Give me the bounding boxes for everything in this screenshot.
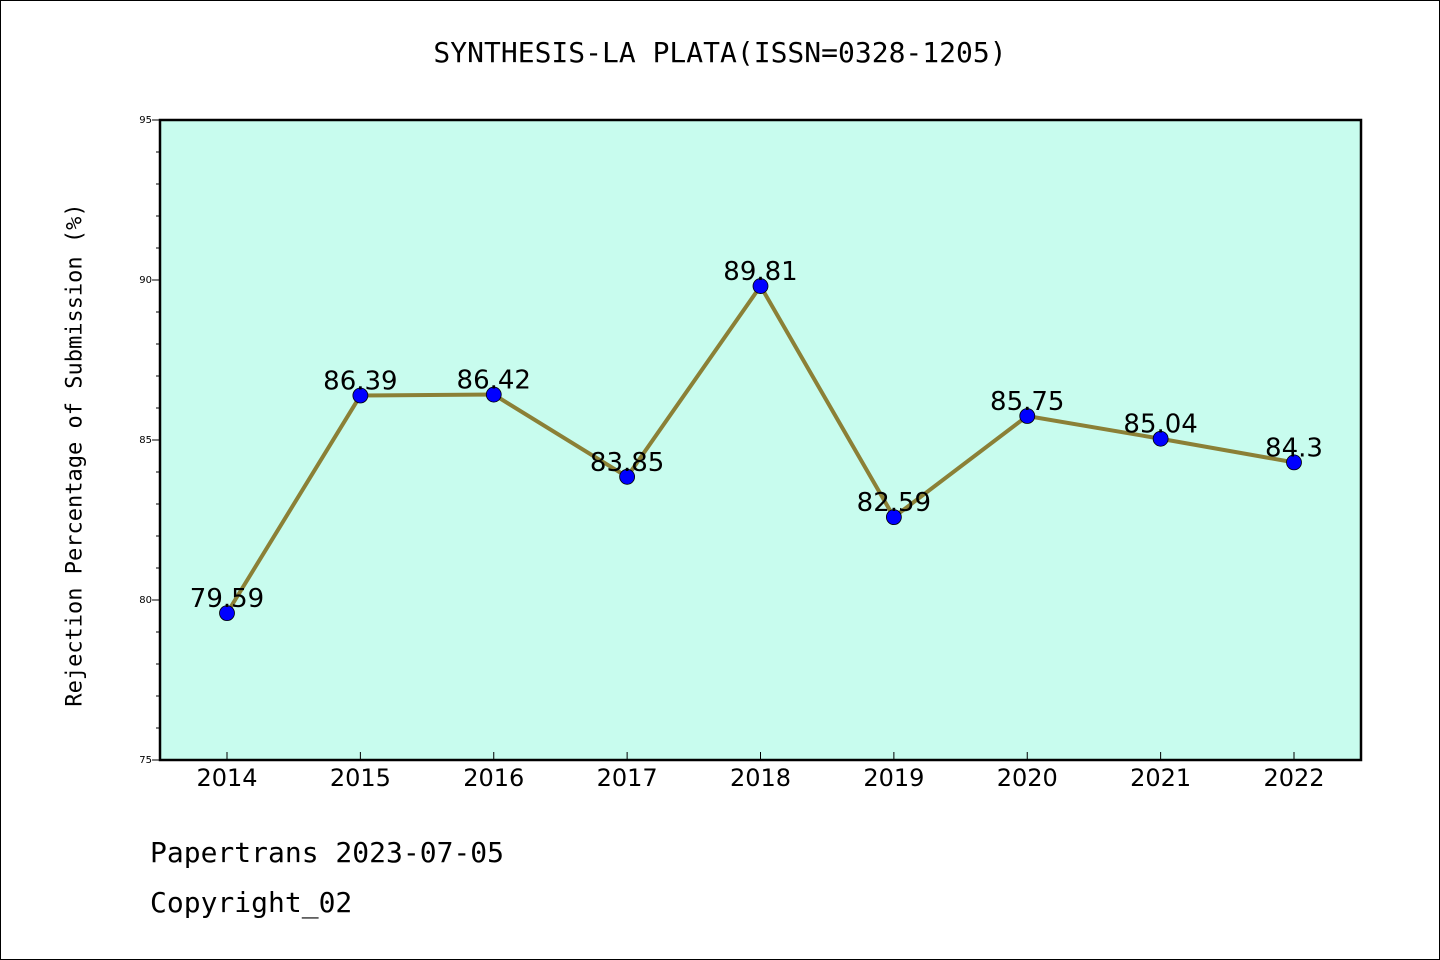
data-label: 79.59 [190,584,264,614]
data-point [1152,430,1169,447]
chart-title: SYNTHESIS-LA PLATA(ISSN=0328-1205) [433,36,1007,69]
data-point [352,387,369,404]
data-point [619,468,636,485]
y-tick-label: 95 [139,115,152,126]
data-markers [219,278,1302,622]
y-tick-label: 75 [139,755,152,766]
data-labels: 79.59 86.39 86.42 83.85 89.81 82.59 85.75 85.04… [190,257,1323,614]
data-point [885,509,902,526]
x-tick-label: 2022 [1263,764,1324,792]
data-label: 86.39 [323,367,397,397]
x-tick-label: 2015 [330,764,391,792]
data-label: 82.59 [857,488,931,518]
y-tick-label: 80 [139,595,152,606]
x-tick-label: 2014 [196,764,257,792]
x-tick-label: 2016 [463,764,524,792]
footer-date: Papertrans 2023-07-05 [150,836,505,869]
x-axis-ticks: 2014 2015 2016 2017 2018 2019 2020 2021 2022 [196,752,1325,792]
x-tick-label: 2019 [863,764,924,792]
data-point [1019,408,1036,424]
data-label: 85.75 [990,387,1064,417]
x-tick-label: 2018 [730,764,791,792]
data-point [485,386,502,403]
x-tick-label: 2020 [997,764,1058,792]
x-tick-label: 2017 [597,764,658,792]
data-point [1286,454,1302,471]
x-tick-label: 2021 [1130,764,1191,792]
data-label: 83.85 [590,448,664,478]
data-label: 85.04 [1123,410,1197,440]
data-label: 86.42 [457,366,531,396]
plot-area [160,120,1361,760]
data-label: 89.81 [723,257,797,287]
y-tick-label: 85 [139,435,152,446]
data-point [752,278,769,294]
plot-border [158,118,1363,762]
data-label: 84.3 [1265,433,1323,463]
footer-copyright: Copyright_02 [150,886,353,919]
y-axis-ticks: 75 80 85 90 95 [139,115,160,766]
y-tick-label: 90 [139,275,152,286]
data-point [219,605,235,622]
